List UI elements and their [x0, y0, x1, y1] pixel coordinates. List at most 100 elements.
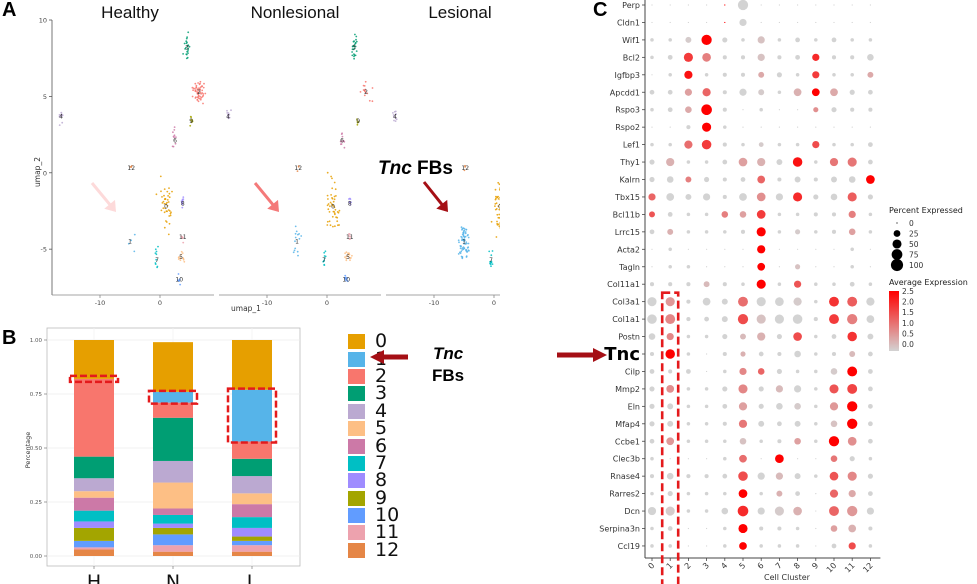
color-legend-label: 1.5	[902, 308, 914, 317]
umap-point-cluster-1	[460, 235, 463, 238]
gene-label-rnase4: Rnase4	[610, 472, 640, 481]
dot-Lrrc15-cluster-8	[795, 229, 801, 235]
umap-point-cluster-0	[155, 193, 158, 196]
dot-Bcl2-cluster-5	[740, 55, 746, 60]
dot-Eln-cluster-2	[686, 404, 691, 409]
umap-point-cluster-0	[161, 196, 163, 198]
umap-point-cluster-6	[341, 140, 343, 143]
dot-Rnase4-cluster-6	[757, 472, 765, 480]
gene-label-tnc: Tnc	[604, 344, 640, 365]
dot-Mmp2-cluster-5	[738, 384, 748, 394]
dot-Rspo3-cluster-9	[813, 107, 819, 113]
umap-point-cluster-4	[60, 111, 63, 114]
bar-segment-L-cluster-12	[232, 551, 272, 556]
umap-point-cluster-8	[348, 198, 350, 200]
umap-point-cluster-1	[294, 225, 297, 228]
umap-point-cluster-2	[204, 92, 207, 95]
dot-Mfap4-cluster-12	[868, 421, 873, 427]
umap-point-cluster-0	[169, 214, 172, 217]
umap-point-cluster-3	[185, 42, 188, 45]
dot-Acta2-cluster-2	[687, 248, 689, 250]
dot-Bcl11b-cluster-1	[667, 212, 673, 217]
legend-swatch	[348, 403, 365, 419]
umap-cluster-label: 5	[346, 254, 350, 261]
dot-Lrrc15-cluster-10	[831, 229, 837, 234]
dot-Rspo2-cluster-10	[833, 126, 835, 128]
umap-cluster-label: 5	[179, 254, 183, 261]
arrow-right-icon	[557, 348, 607, 362]
dot-Col1a1-cluster-10	[829, 314, 839, 325]
umap-point-cluster-2	[200, 96, 203, 99]
dot-Eln-cluster-11	[847, 401, 858, 412]
dot-Col1a1-cluster-9	[813, 317, 818, 322]
dot-Rspo3-cluster-7	[778, 109, 780, 111]
dot-Ccbe1-cluster-5	[739, 437, 747, 445]
umap-point-cluster-0	[338, 209, 341, 212]
umap-cluster-label: 7	[489, 257, 493, 264]
dot-Tnc-cluster-3	[706, 353, 708, 355]
umap-point-cluster-0	[334, 208, 337, 211]
dot-Perp-cluster-12	[869, 4, 871, 6]
dot-Rspo2-cluster-4	[723, 125, 727, 129]
dot-Serpina3n-cluster-9	[815, 527, 817, 530]
umap-point-cluster-1	[457, 253, 460, 255]
gene-label-kalrn: Kalrn	[620, 176, 640, 185]
dot-axes	[642, 0, 881, 559]
umap-point-cluster-7	[156, 265, 159, 268]
dot-Apcdd1-cluster-9	[811, 88, 820, 97]
dot-Rarres2-cluster-1	[667, 491, 673, 497]
gene-label-clec3b: Clec3b	[613, 455, 640, 464]
dot-Rnase4-cluster-11	[847, 471, 857, 481]
dot-Kalrn-cluster-6	[757, 175, 766, 184]
dot-Lrrc15-cluster-0	[649, 229, 655, 235]
dot-Kalrn-cluster-3	[704, 176, 710, 183]
dot-Kalrn-cluster-7	[777, 177, 782, 182]
umap-point-cluster-12	[297, 165, 300, 167]
dot-Postn-cluster-1	[666, 332, 674, 341]
umap-point-cluster-0	[331, 187, 334, 190]
umap-point-cluster-1	[464, 231, 467, 233]
umap-point-cluster-2	[199, 88, 201, 91]
umap-point-cluster-1	[463, 239, 465, 242]
dot-Postn-cluster-6	[757, 332, 766, 341]
umap-point-cluster-1	[460, 226, 463, 229]
umap-point-cluster-0	[499, 187, 500, 189]
dot-Eln-cluster-7	[776, 403, 783, 410]
dot-Eln-cluster-6	[758, 403, 764, 409]
umap-point-cluster-9	[190, 116, 193, 119]
legend-item-cluster-0: 0	[348, 332, 399, 351]
bar-y-tick-label: 0.75	[30, 392, 43, 398]
dot-Cldn1-cluster-12	[869, 21, 871, 24]
dot-Apcdd1-cluster-10	[830, 88, 838, 97]
umap-point-cluster-4	[58, 114, 61, 116]
dot-Rspo3-cluster-0	[650, 107, 654, 112]
dot-Cldn1-cluster-7	[778, 21, 780, 24]
umap-point-cluster-0	[497, 223, 500, 226]
dot-Mfap4-cluster-5	[738, 419, 748, 428]
dot-Rarres2-cluster-2	[686, 491, 691, 496]
dot-Ccbe1-cluster-12	[868, 438, 873, 444]
umap-point-cluster-0	[334, 213, 336, 216]
dot-Apcdd1-cluster-3	[702, 88, 711, 97]
umap-point-cluster-2	[364, 88, 367, 91]
umap-point-cluster-10	[344, 274, 347, 277]
gene-label-rspo3: Rspo3	[615, 106, 640, 115]
umap-point-cluster-1	[457, 239, 460, 242]
dot-Perp-cluster-0	[651, 4, 653, 6]
dot-Tbx15-cluster-6	[756, 192, 766, 202]
umap-point-cluster-2	[199, 80, 202, 83]
umap-point-cluster-5	[345, 251, 348, 254]
dot-Serpina3n-cluster-7	[777, 526, 782, 531]
umap-point-cluster-3	[186, 56, 189, 59]
umap-point-cluster-0	[328, 211, 331, 213]
bar-segment-L-cluster-4	[232, 476, 272, 494]
bar-segment-L-cluster-10	[232, 540, 272, 546]
bar-segment-H-cluster-6	[74, 497, 114, 511]
gene-label-tagln: Tagln	[618, 263, 640, 272]
dot-Bcl2-cluster-11	[850, 55, 855, 60]
dot-Rnase4-cluster-3	[704, 474, 709, 479]
umap-point-cluster-0	[333, 198, 336, 201]
umap-point-cluster-0	[496, 220, 498, 223]
dot-Col11a1-cluster-4	[722, 282, 727, 287]
dot-Ccl19-cluster-7	[777, 544, 782, 548]
